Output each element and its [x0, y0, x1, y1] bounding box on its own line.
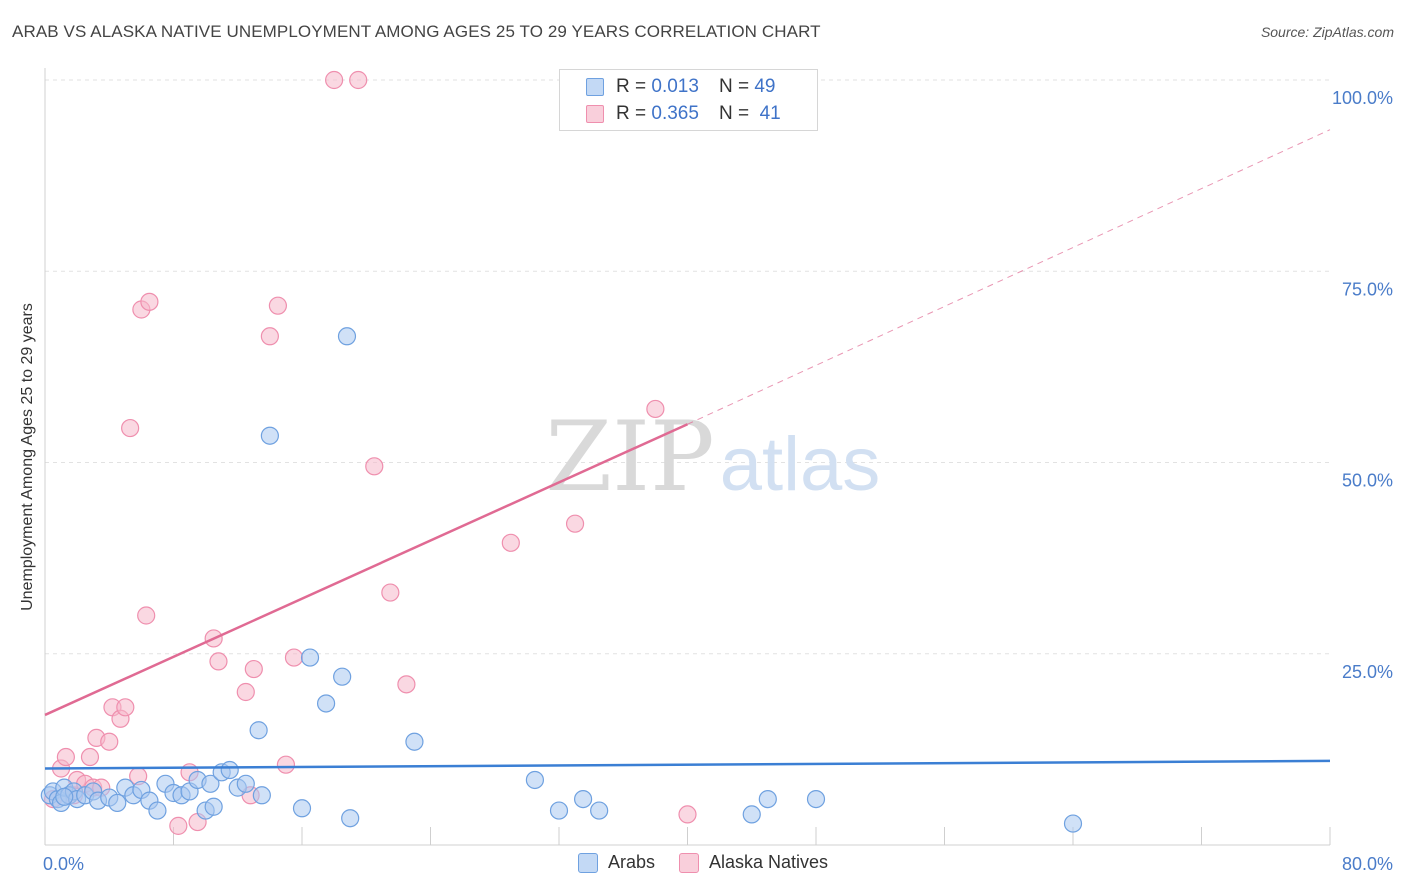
point-alaska-natives	[284, 648, 304, 667]
legend-label-alaska-natives: Alaska Natives	[708, 852, 829, 872]
axes	[44, 68, 1331, 846]
point-alaska-natives	[646, 399, 665, 419]
point-arabs	[742, 805, 761, 824]
point-arabs	[525, 770, 545, 790]
watermark-atlas: atlas	[720, 422, 881, 507]
point-alaska-natives	[397, 675, 416, 694]
watermark: ZIP atlas	[545, 401, 880, 513]
source-label: Source: ZipAtlas.com	[1260, 24, 1394, 40]
point-arabs	[316, 694, 336, 713]
legend-swatch-alaska-natives	[678, 852, 699, 873]
point-alaska-natives	[80, 747, 100, 767]
point-arabs	[590, 801, 609, 820]
point-alaska-natives	[381, 583, 400, 602]
point-arabs	[333, 667, 352, 686]
point-arabs	[201, 774, 220, 793]
point-alaska-natives	[365, 457, 384, 476]
series-arabs	[40, 327, 1083, 833]
point-arabs	[249, 721, 268, 740]
trend-line-arabs	[44, 759, 1331, 770]
point-alaska-natives	[169, 816, 188, 835]
legend-r-label: R =	[616, 76, 647, 97]
point-alaska-natives	[137, 606, 156, 625]
point-alaska-natives	[236, 682, 255, 702]
point-arabs	[549, 801, 569, 820]
point-arabs	[204, 797, 223, 816]
point-arabs	[292, 799, 312, 818]
gridlines	[45, 79, 1330, 655]
point-arabs	[148, 801, 167, 820]
point-arabs	[260, 426, 279, 445]
legend-n-label: N =	[718, 103, 750, 124]
legend-label-arabs: Arabs	[607, 852, 655, 872]
legend-n-label: N =	[718, 76, 750, 97]
point-alaska-natives	[121, 418, 140, 438]
point-alaska-natives	[209, 652, 228, 671]
point-arabs	[1063, 814, 1083, 833]
point-arabs	[55, 787, 74, 806]
legend-r-value: 0.365	[651, 103, 699, 124]
y-tick-label: 75.0%	[1342, 279, 1393, 299]
watermark-zip: ZIP	[545, 401, 714, 513]
point-alaska-natives	[268, 296, 288, 315]
point-arabs	[252, 786, 271, 805]
trend-line-alaska-natives	[44, 423, 689, 717]
legend-item-alaska-natives[interactable]: Alaska Natives	[678, 852, 829, 873]
point-arabs	[758, 789, 777, 809]
y-tick-label: 100.0%	[1332, 88, 1393, 108]
point-arabs	[337, 327, 357, 346]
point-alaska-natives	[565, 514, 585, 533]
point-alaska-natives	[501, 533, 520, 552]
legend-swatch-alaska-natives	[586, 105, 604, 123]
legend-n-value: 41	[759, 103, 781, 124]
point-arabs	[220, 760, 239, 780]
correlation-legend: R = 0.013 N = 49 R = 0.365 N = 41	[559, 69, 818, 131]
point-arabs	[573, 789, 593, 809]
y-tick-label: 25.0%	[1342, 662, 1393, 682]
trend-lines	[44, 129, 1331, 770]
point-alaska-natives	[100, 732, 119, 751]
legend-swatch-arabs	[586, 78, 604, 96]
point-alaska-natives	[276, 755, 296, 774]
series-legend: Arabs Alaska Natives	[0, 852, 1406, 873]
legend-n-value: 49	[754, 76, 776, 97]
y-tick-label: 50.0%	[1342, 471, 1393, 491]
legend-swatch-arabs	[577, 852, 598, 873]
point-alaska-natives	[56, 747, 75, 767]
legend-row-alaska-natives: R = 0.365 N = 41	[586, 102, 781, 126]
chart-title: ARAB VS ALASKA NATIVE UNEMPLOYMENT AMONG…	[12, 22, 821, 41]
legend-r-value: 0.013	[651, 76, 699, 97]
x-tick-label: 0.0%	[43, 854, 84, 874]
point-alaska-natives	[325, 70, 344, 90]
point-arabs	[236, 774, 255, 793]
legend-item-arabs[interactable]: Arabs	[577, 852, 655, 873]
point-alaska-natives	[678, 805, 697, 824]
point-alaska-natives	[260, 327, 279, 346]
legend-r-label: R =	[616, 103, 647, 124]
point-alaska-natives	[244, 659, 263, 679]
point-arabs	[341, 809, 360, 828]
point-arabs	[108, 793, 127, 813]
point-alaska-natives	[140, 292, 159, 311]
point-arabs	[806, 789, 826, 809]
tick-labels: 25.0% 50.0% 75.0% 100.0% 0.0% 80.0%	[43, 88, 1393, 874]
point-alaska-natives	[349, 70, 368, 90]
x-tick-label: 80.0%	[1342, 854, 1393, 874]
point-alaska-natives	[116, 698, 135, 717]
point-arabs	[405, 732, 424, 751]
point-arabs	[300, 648, 320, 667]
trend-line-alaska-natives-extension	[687, 129, 1331, 425]
legend-row-arabs: R = 0.013 N = 49	[586, 75, 775, 99]
